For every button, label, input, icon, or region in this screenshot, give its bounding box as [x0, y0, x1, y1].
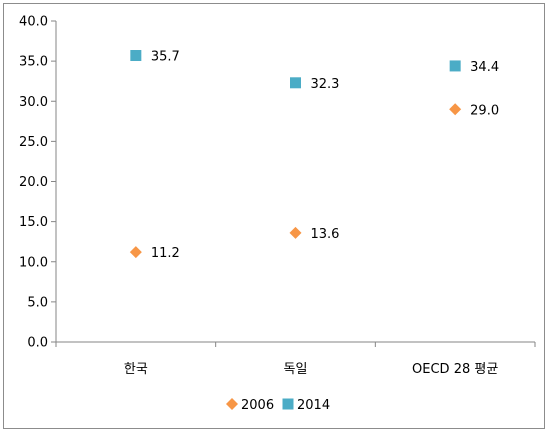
data-marks: 11.2 13.6 29.0 35.7 32.3 34.4: [129, 50, 499, 261]
chart-frame: [3, 3, 545, 429]
axes-layer: [51, 20, 536, 347]
legend: 2006 2014: [226, 398, 330, 413]
legend-label-2006: 2006: [241, 398, 274, 413]
legend-marker-2006: [226, 398, 238, 410]
data-point-2006: [449, 103, 462, 116]
data-label-2006: 13.6: [311, 227, 340, 242]
y-tick-label: 5.0: [27, 295, 48, 310]
y-tick-label: 10.0: [19, 255, 48, 270]
data-label-2014: 35.7: [151, 50, 180, 65]
data-label-2006: 29.0: [470, 103, 499, 118]
data-point-2006: [129, 246, 142, 259]
y-tick-label: 25.0: [19, 135, 48, 150]
x-tick-label: OECD 28 평균: [412, 362, 498, 377]
y-tick-labels: 0.0 5.0 10.0 15.0 20.0 25.0 30.0 35.0 40.0: [19, 15, 48, 351]
y-tick-label: 40.0: [19, 15, 48, 30]
data-label-2014: 34.4: [470, 60, 499, 75]
y-tick-label: 0.0: [27, 336, 48, 351]
y-tick-label: 15.0: [19, 215, 48, 230]
y-tick-label: 20.0: [19, 175, 48, 190]
data-point-2006: [289, 226, 302, 239]
data-label-2006: 11.2: [151, 246, 180, 261]
legend-marker-2014: [282, 398, 294, 410]
y-tick-label: 30.0: [19, 95, 48, 110]
data-point-2014: [130, 50, 142, 62]
data-point-2014: [290, 77, 301, 89]
x-tick-labels: 한국 독일 OECD 28 평균: [124, 362, 498, 377]
y-tick-label: 35.0: [19, 55, 48, 70]
legend-label-2014: 2014: [297, 398, 330, 413]
x-tick-label: 한국: [124, 362, 148, 377]
data-point-2014: [449, 60, 461, 72]
x-tick-label: 독일: [284, 362, 308, 377]
data-label-2014: 32.3: [311, 77, 340, 92]
